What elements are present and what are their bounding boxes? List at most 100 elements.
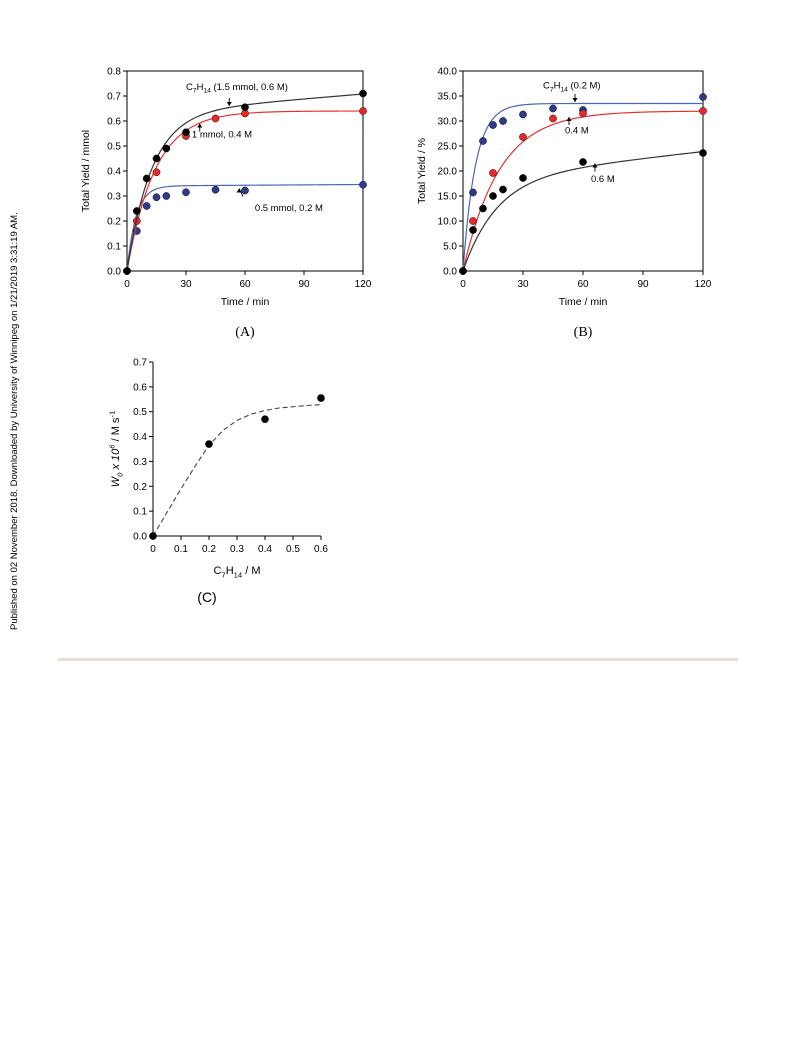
y-tick-label: 35.0 xyxy=(438,92,458,103)
x-tick-label: 0.4 xyxy=(258,544,272,555)
y-tick-label: 30.0 xyxy=(438,117,458,128)
y-tick-label: 0.3 xyxy=(107,192,121,203)
data-point xyxy=(489,192,497,200)
data-point xyxy=(359,107,367,115)
data-point xyxy=(549,104,557,113)
y-tick-label: 0.6 xyxy=(133,382,147,393)
y-tick-label: 0.7 xyxy=(107,92,121,103)
y-axis-title: Total Yield / % xyxy=(416,138,428,204)
x-axis-title: Time / min xyxy=(221,296,270,308)
data-point xyxy=(579,158,587,166)
series-2: C7H14 (1.5 mmol, 0.6 M) xyxy=(123,82,367,275)
data-point xyxy=(152,193,161,202)
x-tick-label: 90 xyxy=(298,279,310,290)
series-0: C7H14 (0.2 M) xyxy=(459,81,707,275)
data-point xyxy=(499,185,507,194)
x-tick-label: 120 xyxy=(355,279,372,290)
data-point xyxy=(123,267,131,275)
data-point xyxy=(579,109,587,118)
data-point xyxy=(152,154,161,163)
x-tick-label: 0.5 xyxy=(286,544,300,555)
chart-a: 0.0 0.1 0.2 0.3 0.4 0.5 0.6 0.7 0.8 0 30 60 90 120 Tim… xyxy=(80,67,372,341)
data-point xyxy=(469,217,477,225)
series-label: 1 mmol, 0.4 M xyxy=(192,129,252,140)
data-point xyxy=(469,188,477,197)
series-label: C7H14 (1.5 mmol, 0.6 M) xyxy=(186,82,288,95)
y-tick-label: 0.1 xyxy=(133,507,147,518)
x-tick-label: 90 xyxy=(637,279,649,290)
x-tick-label: 0.3 xyxy=(230,544,244,555)
series-label: 0.4 M xyxy=(565,126,589,137)
data-point xyxy=(142,174,151,183)
y-axis-title: Total Yield / mmol xyxy=(80,130,92,212)
data-point xyxy=(142,202,151,210)
y-tick-label: 0.3 xyxy=(133,457,147,468)
chart-c: 0.0 0.1 0.2 0.3 0.4 0.5 0.6 0.7 0 0.1 0.2 0.3 0.4 0.5… xyxy=(108,358,329,606)
data-point xyxy=(261,415,269,423)
y-tick-label: 0.4 xyxy=(107,167,121,178)
data-point xyxy=(241,186,249,195)
data-point xyxy=(549,114,557,123)
data-point xyxy=(489,121,497,129)
section-divider xyxy=(58,658,738,661)
data-point xyxy=(205,440,213,448)
data-point xyxy=(211,185,220,194)
fit-curve xyxy=(126,183,364,272)
data-point xyxy=(162,144,171,153)
y-tick-label: 0.4 xyxy=(133,432,147,443)
y-tick-label: 40.0 xyxy=(438,67,458,78)
label-arrowhead xyxy=(226,102,232,106)
data-point xyxy=(241,103,249,112)
y-tick-label: 0.5 xyxy=(133,407,147,418)
plot-frame xyxy=(153,362,321,536)
data-point xyxy=(162,192,171,200)
data-point xyxy=(359,180,367,189)
x-tick-label: 0.6 xyxy=(314,544,328,555)
x-tick-label: 0.2 xyxy=(202,544,216,555)
y-tick-label: 25.0 xyxy=(438,142,458,153)
y-tick-label: 0.8 xyxy=(107,67,121,78)
y-tick-label: 10.0 xyxy=(438,217,458,228)
label-arrowhead xyxy=(592,163,598,168)
axes: 0.0 0.1 0.2 0.3 0.4 0.5 0.6 0.7 0 0.1 0.2 0.3 0.4 0.5… xyxy=(133,358,328,556)
axes: 0.0 0.1 0.2 0.3 0.4 0.5 0.6 0.7 0.8 0 30 60 90 120 xyxy=(107,67,372,291)
data-point xyxy=(499,117,507,125)
y-tick-label: 0.2 xyxy=(133,482,147,493)
x-tick-label: 120 xyxy=(695,279,712,290)
data-point xyxy=(479,204,487,213)
axes: 0.0 5.0 10.0 15.0 20.0 25.0 30.0 35.0 40.0 0 30 60 9… xyxy=(438,67,712,291)
data-point xyxy=(317,394,325,402)
data-point xyxy=(519,174,527,182)
data-point xyxy=(182,128,190,137)
x-tick-label: 60 xyxy=(577,279,589,290)
fit-curve xyxy=(126,93,364,272)
data-point xyxy=(182,188,190,197)
label-arrowhead xyxy=(197,123,203,128)
plot-frame xyxy=(126,70,364,272)
y-tick-label: 0.5 xyxy=(107,142,121,153)
data-point xyxy=(699,107,707,115)
data-point xyxy=(359,89,367,98)
x-axis-title: Time / min xyxy=(559,296,608,308)
x-axis-title: C7H14 / M xyxy=(213,565,260,579)
fit-curve xyxy=(462,150,704,272)
y-tick-label: 20.0 xyxy=(438,167,458,178)
data-point xyxy=(469,226,477,234)
label-arrowhead xyxy=(572,98,578,102)
x-tick-label: 30 xyxy=(180,279,192,290)
y-tick-label: 5.0 xyxy=(443,242,457,253)
x-tick-label: 0.1 xyxy=(174,544,188,555)
label-arrowhead xyxy=(566,117,572,121)
data-point xyxy=(149,532,157,540)
data-point xyxy=(699,149,707,157)
series-1: 0.4 M xyxy=(459,107,707,275)
chart-caption: (C) xyxy=(197,589,216,605)
y-tick-label: 15.0 xyxy=(438,192,458,203)
series-label: 0.5 mmol, 0.2 M xyxy=(255,203,323,214)
chart-caption: (B) xyxy=(574,325,593,340)
y-tick-label: 0.7 xyxy=(133,358,147,369)
data-point xyxy=(211,114,220,123)
series-0: 0.5 mmol, 0.2 M xyxy=(123,180,367,275)
y-tick-label: 0.0 xyxy=(133,532,147,543)
data-point xyxy=(152,168,161,177)
